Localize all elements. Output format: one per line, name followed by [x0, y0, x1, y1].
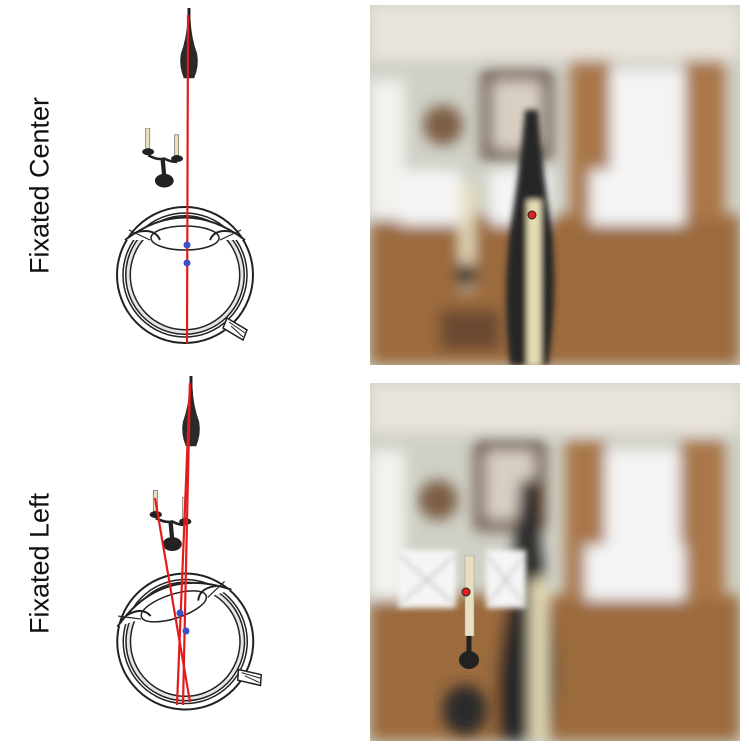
scene-left — [370, 383, 740, 741]
diagram-left — [100, 376, 271, 727]
diagram-center — [117, 8, 253, 343]
scene-center — [370, 5, 740, 365]
